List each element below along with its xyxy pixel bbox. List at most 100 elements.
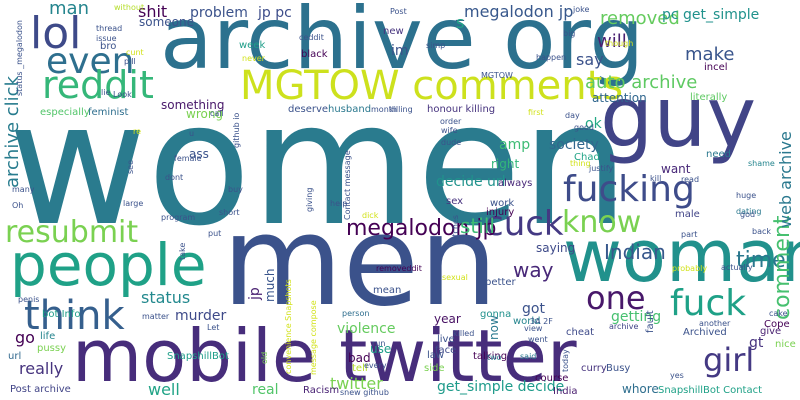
word: someone <box>139 15 194 29</box>
word: another <box>699 319 731 328</box>
word: old <box>260 351 269 364</box>
word: much <box>263 268 277 303</box>
word: cuck <box>485 204 564 244</box>
word: time <box>736 248 786 273</box>
word: comment <box>770 215 795 320</box>
word: murder <box>175 308 227 324</box>
word: fucking <box>563 169 695 210</box>
word: ok <box>585 116 602 132</box>
word: removed <box>600 8 680 29</box>
word: woman <box>563 214 800 298</box>
word: buy <box>228 185 243 194</box>
word: program <box>161 213 196 222</box>
word: guy <box>600 68 757 166</box>
word: status <box>141 288 191 307</box>
word: run <box>372 339 386 348</box>
word: will <box>597 31 627 52</box>
word: wife <box>441 126 458 135</box>
word: society <box>549 137 599 153</box>
word: cheat <box>566 327 595 338</box>
word: law <box>427 350 445 361</box>
word: yes <box>670 371 684 380</box>
word: cake <box>769 309 788 318</box>
word: know <box>562 205 642 240</box>
word: pussy <box>37 343 67 354</box>
word: pill <box>124 57 136 66</box>
word: give <box>760 326 782 337</box>
word: put <box>208 229 222 238</box>
word: man <box>49 0 89 19</box>
word: month <box>371 105 397 114</box>
word: see <box>126 159 135 174</box>
word: nice <box>775 339 796 350</box>
word: joke <box>573 5 590 14</box>
word: MGTOW comments <box>240 63 624 109</box>
word: today <box>561 349 570 372</box>
word: Indian <box>604 240 666 264</box>
word: dating <box>736 207 762 216</box>
word: s <box>456 13 465 32</box>
word: ass <box>189 147 209 161</box>
word: 3A 2F <box>530 317 553 326</box>
word: order <box>440 117 462 126</box>
word: back <box>752 227 772 236</box>
word: Archived <box>683 327 727 338</box>
word: never <box>242 54 265 63</box>
word: talking <box>473 351 508 362</box>
word: bitches <box>451 215 460 244</box>
word: giving <box>305 187 314 212</box>
word: India <box>553 386 578 397</box>
word: simp <box>426 41 446 50</box>
word: happen <box>536 53 567 62</box>
word: still <box>460 214 495 238</box>
word: SnapshillBot Contact <box>658 385 763 396</box>
word: many <box>12 185 35 194</box>
word: want <box>661 162 691 176</box>
word: Cope <box>764 319 790 330</box>
word: amp <box>499 137 531 153</box>
word: good <box>574 123 594 132</box>
word: Busy <box>606 363 631 374</box>
word: saying <box>536 241 576 255</box>
word: sexual <box>442 273 468 282</box>
word: even <box>46 41 135 82</box>
word: MGTOW <box>481 71 513 80</box>
word: Oh <box>12 201 24 210</box>
word: something <box>161 98 225 112</box>
word: re <box>133 127 142 136</box>
word: use <box>370 342 392 356</box>
word: justify <box>589 164 614 173</box>
word: without <box>114 3 145 12</box>
word: auto archive <box>585 72 698 93</box>
word: honour killing <box>427 104 496 115</box>
word: u <box>189 129 195 138</box>
word: Racism <box>303 385 340 396</box>
word: probably <box>672 264 708 273</box>
word: person <box>342 309 370 318</box>
word: Contact message <box>343 150 352 220</box>
word: husband <box>328 104 372 115</box>
word: decide url <box>436 174 506 190</box>
word: Post archive <box>10 384 71 395</box>
word: im <box>391 43 409 59</box>
word: every <box>364 361 387 370</box>
word: course <box>535 373 569 384</box>
word: two <box>487 353 502 362</box>
word: removeddit <box>376 264 422 273</box>
word: incel <box>704 62 728 73</box>
word: fuck <box>670 283 747 324</box>
word: twitter <box>330 374 383 393</box>
word: jp <box>247 287 263 300</box>
word: actually <box>721 263 753 272</box>
word: view <box>524 324 543 333</box>
word: take <box>178 242 187 260</box>
word: though <box>605 39 634 48</box>
word: literally <box>690 92 728 103</box>
word: whore <box>622 382 659 396</box>
word: tell <box>352 363 368 374</box>
word: attention <box>592 91 647 105</box>
word: read <box>681 175 700 184</box>
word: github io <box>232 112 241 148</box>
word: especially <box>40 107 90 118</box>
